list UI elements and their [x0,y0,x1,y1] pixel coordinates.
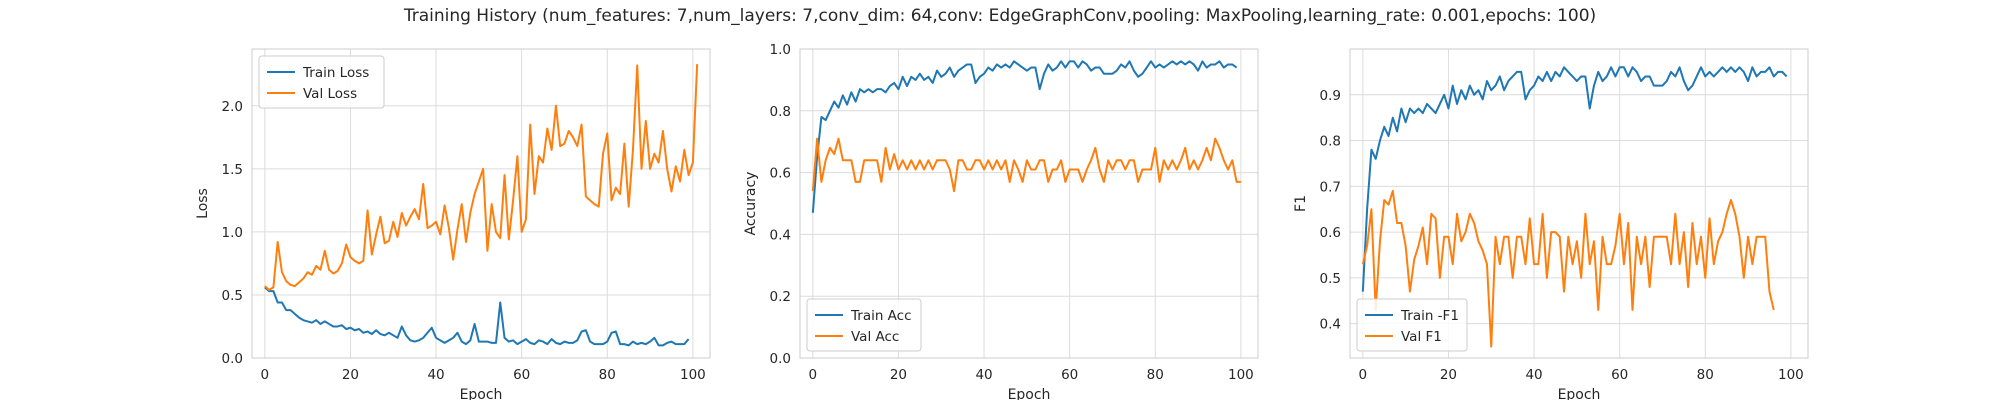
accuracy-legend-label: Train Acc [850,308,912,324]
f1-ytick-label: 0.8 [1320,134,1341,150]
accuracy-legend-box [806,298,922,352]
f1-ytick-label: 0.5 [1320,271,1341,287]
loss-xtick-label: 20 [342,367,359,383]
accuracy-series-val-acc [811,137,1241,193]
f1-legend-label: Val F1 [1401,329,1442,345]
f1-subplot: 0 20 40 60 80 100 0.4 0.5 0.6 0.7 0.8 0.9 Epoch F1 Tra… [1293,48,1809,400]
accuracy-xtick-label: 20 [890,367,907,383]
accuracy-ytick-label: 0.4 [770,227,791,243]
loss-xtick-label: 0 [261,367,270,383]
loss-ytick-label: 0.0 [222,351,243,367]
f1-xtick-label: 0 [1359,367,1368,383]
loss-ytick-label: 1.5 [222,162,243,178]
loss-xtick-label: 60 [513,367,530,383]
f1-legend: Train -F1 Val F1 [1356,298,1468,352]
f1-xtick-label: 40 [1525,367,1542,383]
f1-ytick-label: 0.6 [1320,225,1341,241]
loss-x-axis-label: Epoch [460,387,503,400]
f1-legend-label: Train -F1 [1400,308,1459,324]
figure-title: Training History (num_features: 7,num_la… [403,6,1596,26]
f1-xtick-label: 80 [1697,367,1714,383]
f1-ytick-label: 0.9 [1320,88,1341,104]
loss-ytick-label: 2.0 [222,99,243,115]
accuracy-xtick-label: 100 [1228,367,1254,383]
accuracy-subplot: 0 20 40 60 80 100 0.0 0.2 0.4 0.6 0.8 1.0 Epoch Accur… [743,42,1259,400]
f1-x-axis-label: Epoch [1558,387,1601,400]
loss-axes-frame [251,48,711,359]
f1-xtick-label: 20 [1440,367,1457,383]
loss-legend-label: Val Loss [303,86,357,102]
loss-legend: Train Loss Val Loss [258,55,385,109]
accuracy-x-axis-label: Epoch [1008,387,1051,400]
f1-axes-frame [1349,48,1809,359]
loss-legend-label: Train Loss [302,65,369,81]
f1-series-train-f1 [1361,66,1788,292]
loss-series-val-loss [264,64,699,291]
accuracy-axes-frame [799,48,1259,359]
loss-legend-box [258,55,385,109]
f1-legend-box [1356,298,1468,352]
accuracy-xtick-label: 40 [975,367,992,383]
loss-subplot: 0 20 40 60 80 100 0.0 0.5 1.0 1.5 2.0 Epoch Loss Trai… [195,48,711,400]
loss-xtick-label: 40 [427,367,444,383]
f1-xtick-label: 60 [1611,367,1628,383]
loss-ytick-label: 1.0 [222,225,243,241]
accuracy-xtick-label: 0 [809,367,818,383]
accuracy-xtick-label: 60 [1061,367,1078,383]
accuracy-legend: Train Acc Val Acc [806,298,922,352]
accuracy-ytick-label: 0.0 [770,351,791,367]
accuracy-y-axis-label: Accuracy [743,172,759,236]
accuracy-ytick-label: 1.0 [770,42,791,58]
accuracy-ytick-label: 0.2 [770,289,791,305]
accuracy-series-train-acc [811,60,1238,213]
accuracy-legend-label: Val Acc [851,329,899,345]
loss-xtick-label: 80 [599,367,616,383]
accuracy-ytick-label: 0.6 [770,166,791,182]
loss-y-axis-label: Loss [195,188,211,219]
f1-ytick-label: 0.4 [1320,317,1341,333]
loss-ytick-label: 0.5 [222,288,243,304]
accuracy-ytick-label: 0.8 [770,104,791,120]
loss-series-train-loss [264,286,690,347]
f1-xtick-label: 100 [1778,367,1804,383]
f1-y-axis-label: F1 [1293,195,1309,212]
accuracy-xtick-label: 80 [1147,367,1164,383]
f1-ytick-label: 0.7 [1320,179,1341,195]
f1-series-val-f1 [1361,189,1775,348]
loss-xtick-label: 100 [680,367,706,383]
